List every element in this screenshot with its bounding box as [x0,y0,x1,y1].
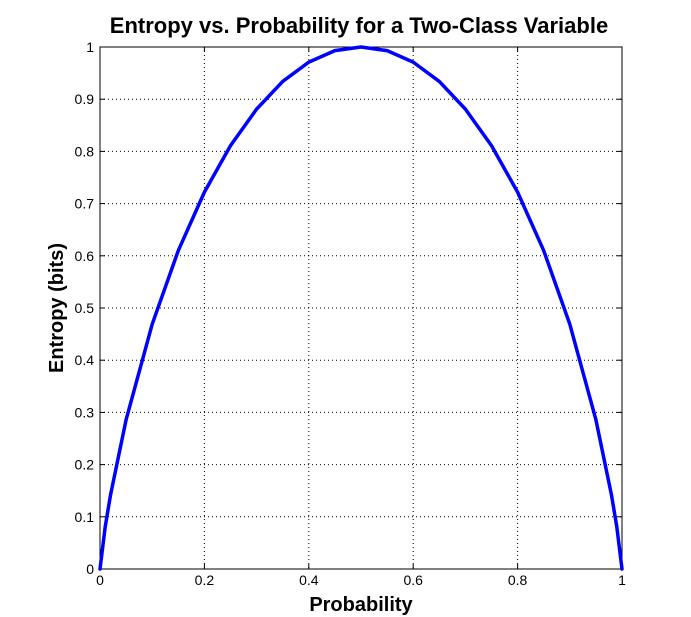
y-tick-label: 0.1 [75,509,95,525]
x-axis-label: Probability [309,594,413,616]
y-tick-label: 0 [86,561,94,577]
axis-ticks: 0 0.2 0.4 0.6 0.8 1 0 0.1 0.2 0.3 0.4 0.5 0.6 0.7 0.8 0… [75,39,627,588]
x-tick-label: 0 [96,572,104,588]
y-tick-label: 0.6 [75,248,95,264]
x-tick-label: 0.4 [299,572,319,588]
series-layer [98,45,624,571]
grid [100,47,622,569]
y-tick-label: 0.8 [75,143,95,159]
y-tick-label: 0.9 [75,91,95,107]
y-axis-label: Entropy (bits) [46,243,68,373]
y-tick-label: 0.7 [75,196,95,212]
chart-title: Entropy vs. Probability for a Two-Class … [110,13,608,38]
y-tick-label: 0.5 [75,300,95,316]
y-tick-label: 0.3 [75,404,95,420]
series-line-1 [98,45,624,571]
x-tick-label: 0.6 [403,572,423,588]
y-tick-label: 0.4 [75,352,95,368]
y-tick-label: 0.2 [75,457,95,473]
x-tick-label: 1 [618,572,626,588]
x-tick-label: 0.8 [508,572,528,588]
y-tick-label: 1 [86,39,94,55]
x-tick-label: 0.2 [195,572,215,588]
